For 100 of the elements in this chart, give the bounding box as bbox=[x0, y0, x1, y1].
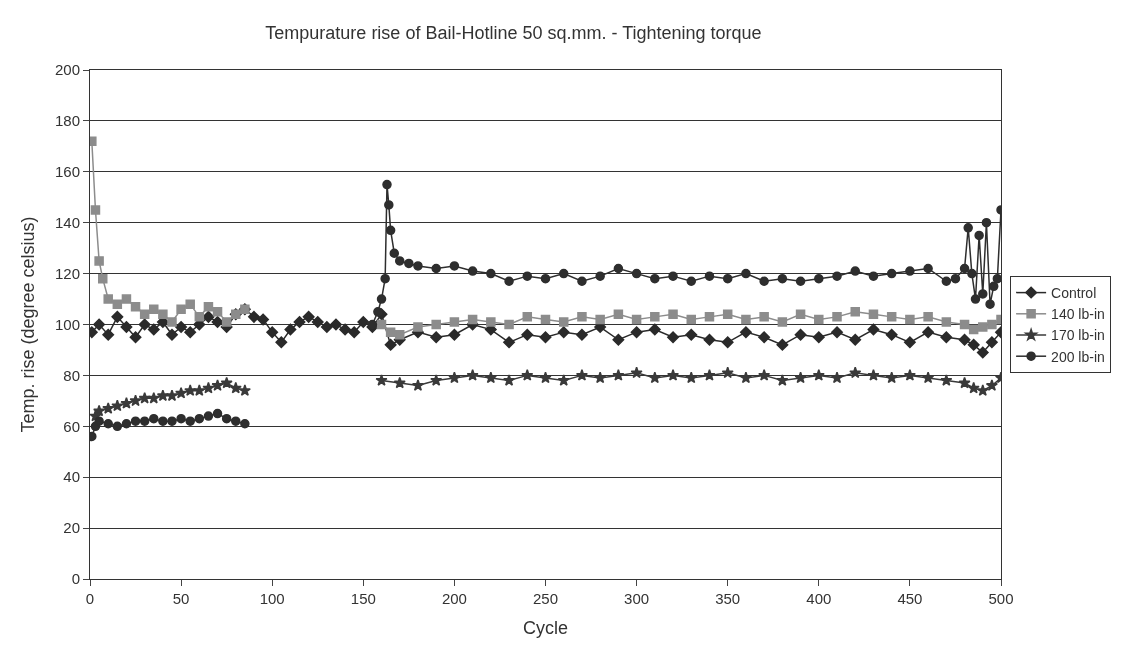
point bbox=[594, 371, 607, 384]
x-axis-title: Cycle bbox=[522, 618, 569, 639]
point bbox=[449, 317, 460, 327]
y-tick-label: 120 bbox=[54, 264, 80, 282]
point bbox=[557, 374, 570, 386]
point bbox=[502, 374, 516, 386]
point bbox=[721, 366, 734, 379]
point bbox=[959, 319, 970, 330]
point bbox=[739, 371, 752, 384]
point bbox=[375, 374, 388, 386]
point bbox=[648, 371, 661, 384]
point bbox=[867, 369, 880, 381]
point bbox=[112, 299, 123, 309]
point bbox=[703, 369, 716, 381]
point bbox=[448, 371, 461, 384]
point bbox=[985, 379, 998, 391]
x-tick-label: 50 bbox=[172, 590, 190, 607]
point bbox=[484, 371, 497, 384]
point bbox=[504, 319, 514, 330]
point bbox=[922, 371, 935, 384]
point bbox=[650, 312, 660, 322]
point bbox=[521, 369, 534, 381]
x-tick-label: 350 bbox=[715, 590, 741, 607]
point bbox=[212, 307, 223, 317]
x-tick-label: 100 bbox=[259, 590, 285, 607]
x-tick-label: 200 bbox=[441, 590, 467, 607]
point bbox=[467, 314, 478, 325]
point bbox=[376, 319, 387, 330]
x-tick-label: 250 bbox=[532, 590, 559, 607]
point bbox=[685, 371, 698, 384]
point bbox=[211, 379, 224, 391]
point bbox=[194, 312, 205, 322]
point bbox=[90, 205, 101, 215]
point bbox=[149, 304, 159, 314]
point bbox=[175, 386, 188, 399]
point bbox=[558, 317, 569, 327]
point bbox=[850, 307, 860, 317]
point bbox=[814, 314, 824, 325]
y-tick-label: 40 bbox=[63, 468, 80, 486]
point bbox=[229, 381, 242, 394]
point bbox=[466, 369, 479, 381]
point bbox=[923, 312, 933, 322]
point bbox=[238, 384, 251, 396]
point bbox=[758, 369, 771, 381]
point bbox=[776, 374, 789, 386]
point bbox=[886, 312, 897, 322]
x-tick-label: 150 bbox=[350, 590, 376, 607]
legend-label: Control bbox=[1051, 285, 1097, 302]
point bbox=[849, 366, 862, 379]
point bbox=[868, 309, 879, 320]
y-tick-label: 160 bbox=[54, 163, 80, 181]
point bbox=[968, 324, 979, 335]
y-tick-label: 140 bbox=[54, 213, 80, 231]
point bbox=[630, 366, 643, 379]
x-tick-label: 400 bbox=[806, 590, 832, 607]
point bbox=[193, 384, 206, 396]
x-tick-label: 0 bbox=[85, 590, 95, 607]
point bbox=[668, 309, 678, 320]
point bbox=[722, 309, 733, 320]
y-tick-label: 80 bbox=[63, 366, 80, 384]
point bbox=[184, 384, 197, 396]
y-tick-label: 20 bbox=[63, 519, 80, 537]
point bbox=[413, 322, 423, 332]
point bbox=[540, 314, 551, 325]
x-tick-label: 450 bbox=[897, 590, 923, 607]
point bbox=[987, 319, 997, 330]
y-tick-label: 200 bbox=[54, 61, 80, 79]
point bbox=[686, 314, 697, 325]
point bbox=[130, 301, 141, 312]
point bbox=[885, 371, 898, 384]
point bbox=[158, 309, 168, 320]
legend-label: 170 lb-in bbox=[1051, 327, 1105, 344]
point bbox=[102, 402, 115, 414]
point bbox=[486, 317, 496, 327]
point bbox=[539, 371, 552, 384]
point bbox=[830, 371, 844, 384]
point bbox=[165, 389, 179, 402]
point bbox=[167, 317, 177, 327]
point bbox=[203, 301, 214, 312]
y-tick-label: 0 bbox=[71, 570, 80, 588]
legend-label: 200 lb-in bbox=[1051, 348, 1105, 365]
point bbox=[185, 299, 195, 309]
point bbox=[575, 369, 589, 381]
y-tick-label: 60 bbox=[63, 417, 80, 435]
point bbox=[220, 376, 233, 389]
point bbox=[976, 384, 989, 396]
point bbox=[795, 309, 806, 320]
point bbox=[93, 404, 106, 417]
point bbox=[147, 391, 160, 404]
point bbox=[777, 317, 788, 327]
point bbox=[156, 389, 169, 402]
point bbox=[202, 381, 215, 394]
point bbox=[794, 371, 807, 384]
y-axis-title: Temp. rise (degree celsius) bbox=[18, 216, 39, 433]
point bbox=[940, 374, 953, 386]
point bbox=[595, 314, 605, 325]
point bbox=[394, 329, 405, 340]
legend-label: 140 lb-in bbox=[1051, 306, 1105, 323]
point bbox=[941, 317, 952, 327]
point bbox=[430, 374, 443, 386]
